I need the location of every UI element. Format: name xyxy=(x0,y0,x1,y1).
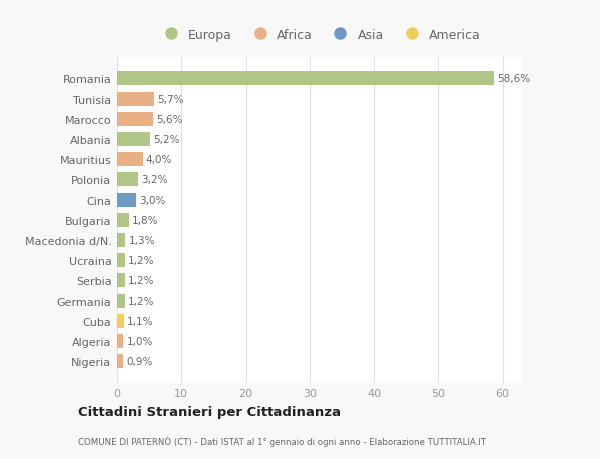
Bar xyxy=(117,294,125,308)
Bar xyxy=(117,173,137,187)
Text: 5,6%: 5,6% xyxy=(156,115,183,124)
Text: 58,6%: 58,6% xyxy=(497,74,530,84)
Text: 1,2%: 1,2% xyxy=(128,256,154,266)
Bar xyxy=(117,213,128,227)
Text: 3,0%: 3,0% xyxy=(139,195,166,205)
Text: 0,9%: 0,9% xyxy=(126,356,152,366)
Bar xyxy=(117,72,494,86)
Text: Cittadini Stranieri per Cittadinanza: Cittadini Stranieri per Cittadinanza xyxy=(78,405,341,419)
Bar xyxy=(117,314,124,328)
Bar xyxy=(117,354,123,369)
Text: 1,3%: 1,3% xyxy=(128,235,155,246)
Text: 4,0%: 4,0% xyxy=(146,155,172,165)
Text: 1,8%: 1,8% xyxy=(132,215,158,225)
Text: 5,2%: 5,2% xyxy=(154,134,180,145)
Text: COMUNE DI PATERNÒ (CT) - Dati ISTAT al 1° gennaio di ogni anno - Elaborazione TU: COMUNE DI PATERNÒ (CT) - Dati ISTAT al 1… xyxy=(78,436,486,446)
Bar xyxy=(117,92,154,106)
Bar xyxy=(117,193,136,207)
Bar xyxy=(117,274,125,288)
Text: 1,0%: 1,0% xyxy=(127,336,153,346)
Legend: Europa, Africa, Asia, America: Europa, Africa, Asia, America xyxy=(155,26,484,44)
Bar xyxy=(117,112,153,127)
Text: 5,7%: 5,7% xyxy=(157,95,184,104)
Bar xyxy=(117,153,143,167)
Bar xyxy=(117,133,151,147)
Text: 1,2%: 1,2% xyxy=(128,276,154,286)
Bar xyxy=(117,334,124,348)
Bar xyxy=(117,234,125,247)
Text: 3,2%: 3,2% xyxy=(141,175,167,185)
Bar xyxy=(117,253,125,268)
Text: 1,2%: 1,2% xyxy=(128,296,154,306)
Text: 1,1%: 1,1% xyxy=(127,316,154,326)
